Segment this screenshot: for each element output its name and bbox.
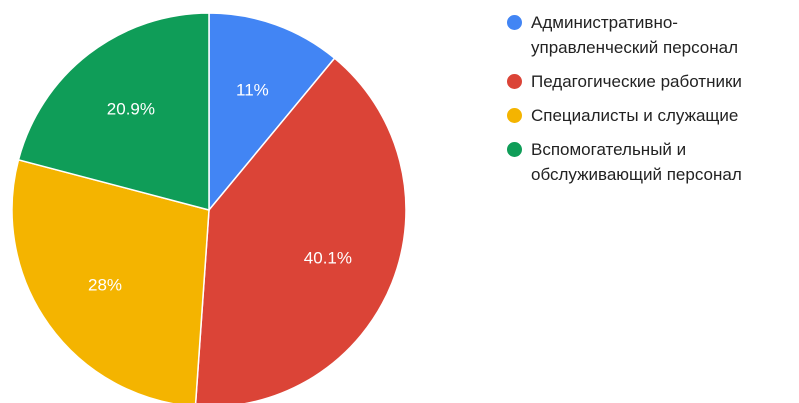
legend-swatch <box>507 142 522 157</box>
legend-item-teachers[interactable]: Педагогические работники <box>507 69 797 94</box>
legend-swatch <box>507 108 522 123</box>
legend: Административно-управленческий персонал … <box>507 10 797 196</box>
slice-value-label: 28% <box>88 276 122 295</box>
slice-value-label: 40.1% <box>304 249 352 268</box>
slice-value-label: 20.9% <box>107 100 155 119</box>
pie-slice-teachers[interactable] <box>194 57 407 403</box>
pie-slice-support[interactable] <box>17 12 210 211</box>
pie-slice-labels: 11% 40.1% 28% 20.9% <box>88 81 352 295</box>
legend-swatch <box>507 15 522 30</box>
legend-label: Специалисты и служащие <box>531 106 739 125</box>
legend-label: Административно-управленческий персонал <box>531 13 739 57</box>
legend-item-specialists[interactable]: Специалисты и служащие <box>507 103 797 128</box>
pie-slice-specialists[interactable] <box>11 158 210 403</box>
legend-label: Педагогические работники <box>531 72 742 91</box>
slice-value-label: 11% <box>236 81 269 100</box>
legend-swatch <box>507 74 522 89</box>
legend-item-support[interactable]: Вспомогательный и обслуживающий персонал <box>507 137 797 187</box>
legend-item-admin[interactable]: Административно-управленческий персонал <box>507 10 797 60</box>
pie-slices <box>11 12 407 403</box>
pie-slice-admin[interactable] <box>208 12 336 213</box>
legend-label: Вспомогательный и обслуживающий персонал <box>531 140 742 184</box>
